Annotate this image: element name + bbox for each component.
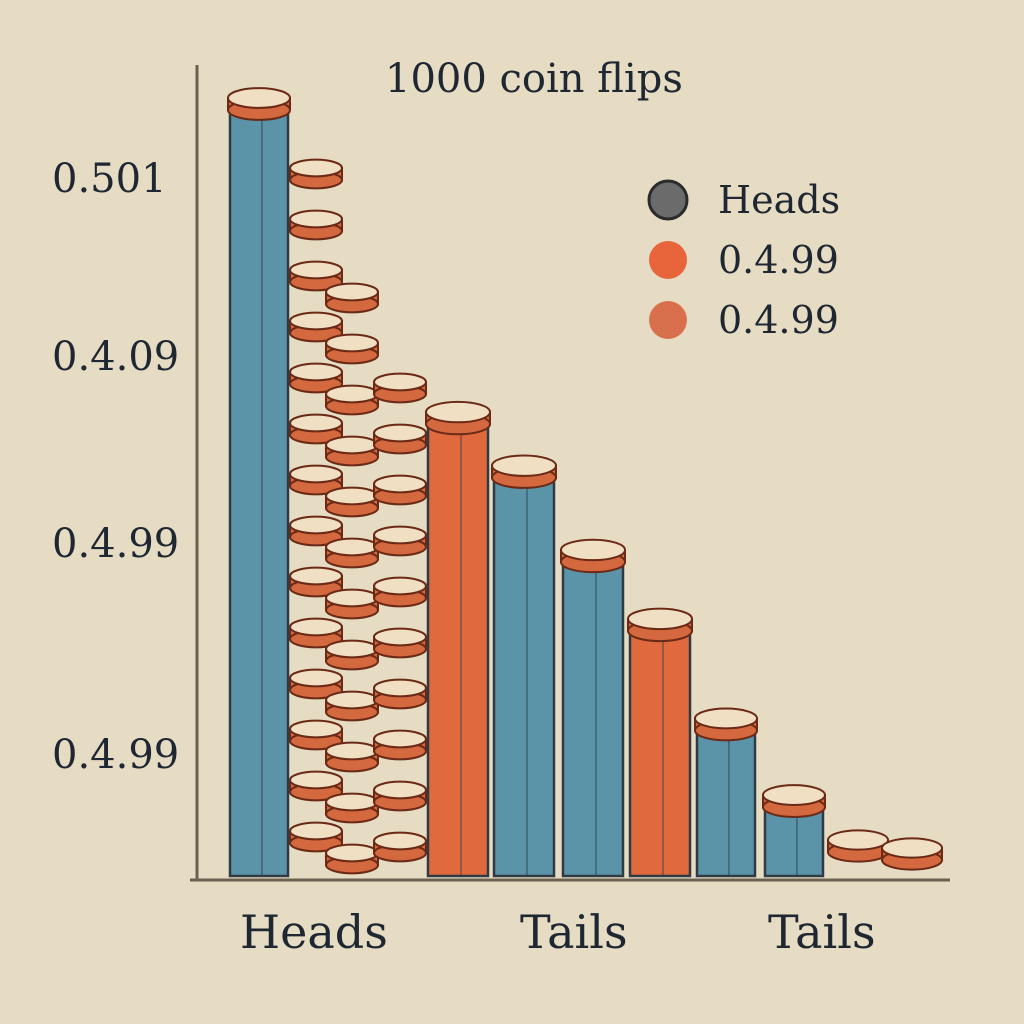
legend-swatch-orange-light: [649, 301, 687, 339]
bar-body: [628, 629, 692, 878]
coin: [289, 158, 343, 190]
coin: [373, 423, 427, 455]
coin: [425, 400, 491, 436]
bars-group: [227, 87, 943, 878]
bar-body: [228, 108, 290, 878]
bar-body: [426, 422, 490, 878]
bar-2: [425, 400, 491, 878]
bar-4: [560, 538, 626, 878]
bar-8: [827, 829, 889, 863]
bar-6: [694, 707, 758, 878]
bar-body: [695, 729, 757, 878]
legend-label: 0.4.99: [718, 238, 839, 282]
coin: [373, 474, 427, 506]
coin: [289, 260, 343, 292]
coin: [373, 627, 427, 659]
coin: [289, 311, 343, 343]
coin: [325, 384, 379, 416]
coin: [373, 780, 427, 812]
coin: [289, 821, 343, 853]
coin: [325, 690, 379, 722]
coin: [827, 829, 889, 863]
coin: [325, 792, 379, 824]
legend-swatch-heads: [647, 179, 689, 221]
coin-pile: [289, 158, 427, 875]
coin: [289, 770, 343, 802]
x-category-label: Heads: [240, 905, 388, 959]
bar-body: [763, 805, 825, 878]
chart-title: 1000 coin flips: [385, 56, 683, 102]
coin: [373, 525, 427, 557]
coin: [373, 678, 427, 710]
bar-7: [762, 784, 826, 878]
coin: [325, 537, 379, 569]
y-tick-label: 0.4.99: [52, 732, 179, 778]
coin: [694, 707, 758, 742]
x-category-label: Tails: [768, 905, 876, 959]
coin: [627, 607, 693, 643]
coin: [325, 333, 379, 365]
coin: [325, 435, 379, 467]
legend-label: Heads: [718, 178, 840, 222]
y-tick-label: 0.501: [52, 156, 167, 202]
bar-body: [561, 560, 625, 878]
bar-9: [881, 837, 943, 871]
x-category-label: Tails: [520, 905, 628, 959]
coin: [227, 87, 291, 121]
coin: [325, 843, 379, 875]
legend: Heads 0.4.99 0.4.99: [647, 178, 840, 342]
y-tick-label: 0.4.99: [52, 521, 179, 567]
coin: [325, 282, 379, 314]
legend-label: 0.4.99: [718, 298, 839, 342]
coin: [325, 741, 379, 773]
coin: [325, 486, 379, 518]
coin: [289, 362, 343, 394]
coin: [289, 617, 343, 649]
coin: [289, 209, 343, 241]
coin: [560, 538, 626, 574]
coin: [289, 515, 343, 547]
coin: [373, 576, 427, 608]
legend-swatch-orange: [649, 241, 687, 279]
coin: [881, 837, 943, 871]
coin: [289, 464, 343, 496]
coin: [373, 372, 427, 404]
coin: [373, 831, 427, 863]
bar-3: [491, 454, 557, 878]
coin: [325, 639, 379, 671]
y-tick-label: 0.4.09: [52, 334, 179, 380]
coin: [762, 784, 826, 818]
coin: [289, 566, 343, 598]
coin: [289, 413, 343, 445]
coin: [289, 668, 343, 700]
coin: [373, 729, 427, 761]
bar-5: [627, 607, 693, 878]
coin: [491, 454, 557, 489]
bar-1: [227, 87, 291, 878]
coin: [289, 719, 343, 751]
coin: [325, 588, 379, 620]
bar-body: [492, 476, 556, 878]
